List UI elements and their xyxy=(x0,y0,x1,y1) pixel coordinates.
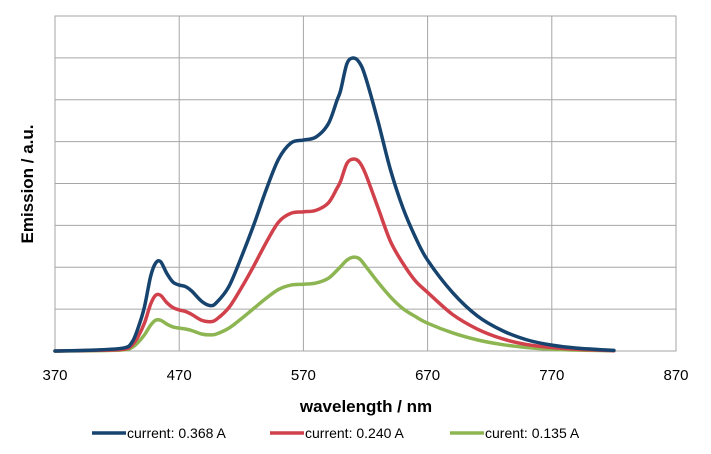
legend-label-2: curent: 0.135 A xyxy=(485,425,580,441)
x-tick-label: 570 xyxy=(291,367,316,384)
series-line-2 xyxy=(53,255,616,353)
x-tick-label: 870 xyxy=(663,367,688,384)
x-axis-title: wavelength / nm xyxy=(299,397,432,416)
grid xyxy=(55,16,676,351)
legend-label-0: current: 0.368 A xyxy=(127,425,227,441)
series-group xyxy=(53,56,616,353)
x-tick-label: 670 xyxy=(415,367,440,384)
x-tick-label: 770 xyxy=(539,367,564,384)
x-tick-label: 470 xyxy=(167,367,192,384)
legend: current: 0.368 A current: 0.240 A curent… xyxy=(92,425,580,441)
series-line-1 xyxy=(53,157,616,353)
series-line-0 xyxy=(53,56,616,353)
plot-area xyxy=(54,15,677,352)
legend-label-1: current: 0.240 A xyxy=(305,425,405,441)
x-axis-ticks: 370 470 570 670 770 870 xyxy=(42,367,688,384)
x-tick-label: 370 xyxy=(42,367,67,384)
y-axis-title: Emission / a.u. xyxy=(18,124,37,243)
